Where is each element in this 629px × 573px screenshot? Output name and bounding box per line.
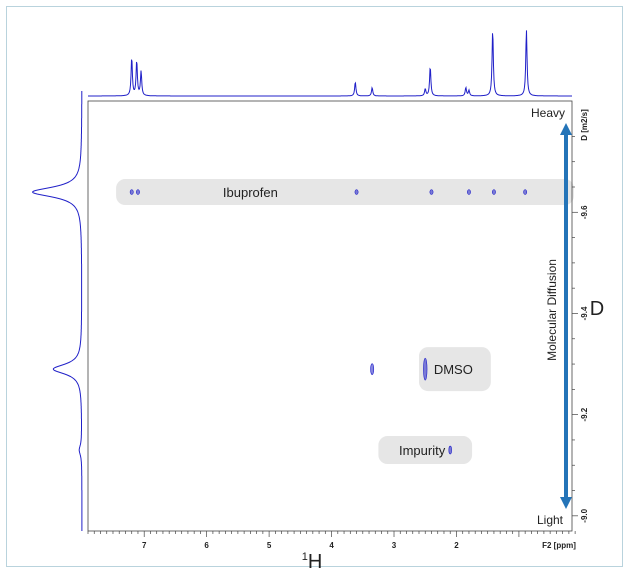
group-label-dmso: DMSO xyxy=(434,362,473,377)
contour-peak-impurity xyxy=(448,445,452,455)
contour-peak-ibuprofen xyxy=(492,189,496,195)
f2-projection-spectrum xyxy=(88,30,572,97)
f1-projection-spectrum xyxy=(32,91,83,531)
y-tick-label: -9.2 xyxy=(580,407,589,421)
group-label-ibuprofen: Ibuprofen xyxy=(223,185,278,200)
contour-peak-ibuprofen xyxy=(467,189,471,195)
arrow-bottom-label: Light xyxy=(537,513,564,527)
y-axis-units: D [m2/s] xyxy=(580,109,589,141)
y-tick-label: -9.6 xyxy=(580,205,589,219)
plot-area xyxy=(87,100,573,532)
x-tick-label: 5 xyxy=(267,541,272,550)
x-tick-label: 7 xyxy=(142,541,147,550)
contour-peak-dmso xyxy=(423,357,428,381)
diffusion-arrow-head-top xyxy=(560,123,572,135)
y-tick-label: -9.4 xyxy=(580,306,589,320)
y-tick-label: -9.0 xyxy=(580,508,589,522)
contour-peak-ibuprofen xyxy=(129,189,134,195)
contour-peak-dmso xyxy=(370,363,375,375)
arrow-top-label: Heavy xyxy=(531,106,565,120)
x-axis-title: 1H xyxy=(302,551,323,573)
right-axis-title: D xyxy=(590,298,604,320)
x-tick-label: 3 xyxy=(392,541,397,550)
x-tick-label: 6 xyxy=(204,541,209,550)
contour-peak-ibuprofen xyxy=(354,189,359,195)
contour-peak-ibuprofen xyxy=(136,189,140,195)
diffusion-arrow-head-bottom xyxy=(560,497,572,509)
x-axis-units: F2 [ppm] xyxy=(542,541,576,550)
contour-peak-ibuprofen xyxy=(429,189,434,195)
x-tick-label: 2 xyxy=(454,541,459,550)
group-box-dmso xyxy=(418,347,491,392)
group-box-ibuprofen xyxy=(116,179,574,206)
group-box-impurity xyxy=(378,436,473,465)
group-label-impurity: Impurity xyxy=(399,443,446,458)
figure-frame xyxy=(6,6,623,567)
x-tick-label: 4 xyxy=(329,541,334,550)
contour-peak-ibuprofen xyxy=(523,189,528,195)
arrow-label: Molecular Diffusion xyxy=(545,259,559,361)
